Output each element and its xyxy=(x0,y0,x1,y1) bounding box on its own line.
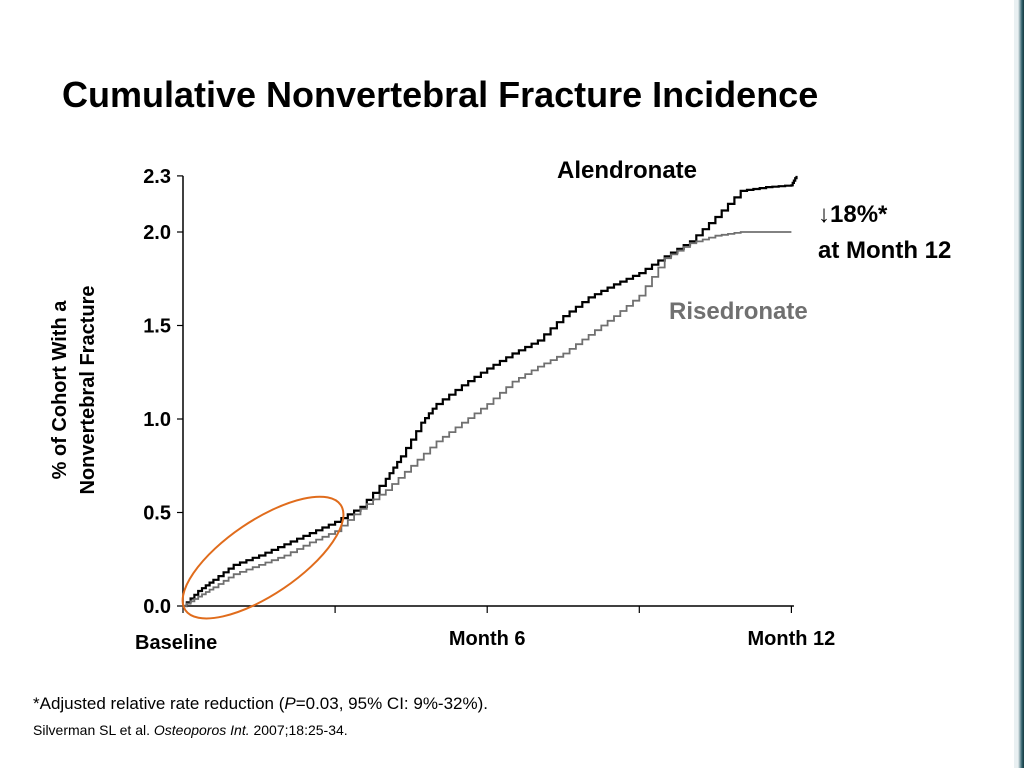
y-tick-label: 2.0 xyxy=(143,222,171,244)
reduction-annotation: ↓18%* xyxy=(818,201,888,228)
series-label-alendronate: Alendronate xyxy=(557,157,697,184)
citation-details: 2007;18:25-34. xyxy=(249,722,348,738)
slide-title: Cumulative Nonvertebral Fracture Inciden… xyxy=(62,74,819,115)
citation-authors: Silverman SL et al. xyxy=(33,722,154,738)
y-tick-label: 1.0 xyxy=(143,409,171,431)
highlight-ellipse xyxy=(181,495,345,620)
footnote: *Adjusted relative rate reduction (P=0.0… xyxy=(33,694,488,714)
y-axis-title-line-1: % of Cohort With a xyxy=(49,300,71,480)
series-label-risedronate: Risedronate xyxy=(669,298,808,325)
y-tick-label: 0.0 xyxy=(143,596,171,618)
slide-edge-decoration xyxy=(1014,0,1024,768)
y-tick-label: 0.5 xyxy=(143,503,171,525)
x-tick-label: Month 6 xyxy=(449,628,526,650)
citation-journal: Osteoporos Int. xyxy=(153,722,250,738)
chart-axes: 0.0 0.5 1.0 1.5 2.0 2.3 Baseline Month 6 Month 1… xyxy=(135,166,835,654)
footnote-p-symbol: P xyxy=(284,694,296,713)
line-chart: % of Cohort With a Nonvertebral Fracture… xyxy=(49,157,951,654)
y-axis-title-line-2: Nonvertebral Fracture xyxy=(77,286,99,495)
reduction-value: 18%* xyxy=(830,201,888,228)
y-tick-label: 1.5 xyxy=(143,316,171,338)
citation: Silverman SL et al. Osteoporos Int. 2007… xyxy=(33,722,348,738)
chart-series-lines xyxy=(181,175,798,620)
y-tick-label: 2.3 xyxy=(143,166,171,188)
x-tick-label: Baseline xyxy=(135,632,217,654)
reduction-timepoint: at Month 12 xyxy=(818,237,951,264)
x-tick-label: Month 12 xyxy=(748,628,836,650)
footnote-text-start: *Adjusted relative rate reduction ( xyxy=(33,694,285,713)
series-line-risedronate xyxy=(183,231,792,607)
down-arrow-icon: ↓ xyxy=(818,201,830,228)
series-line-alendronate xyxy=(183,175,798,608)
footnote-text-end: =0.03, 95% CI: 9%-32%). xyxy=(295,694,488,713)
